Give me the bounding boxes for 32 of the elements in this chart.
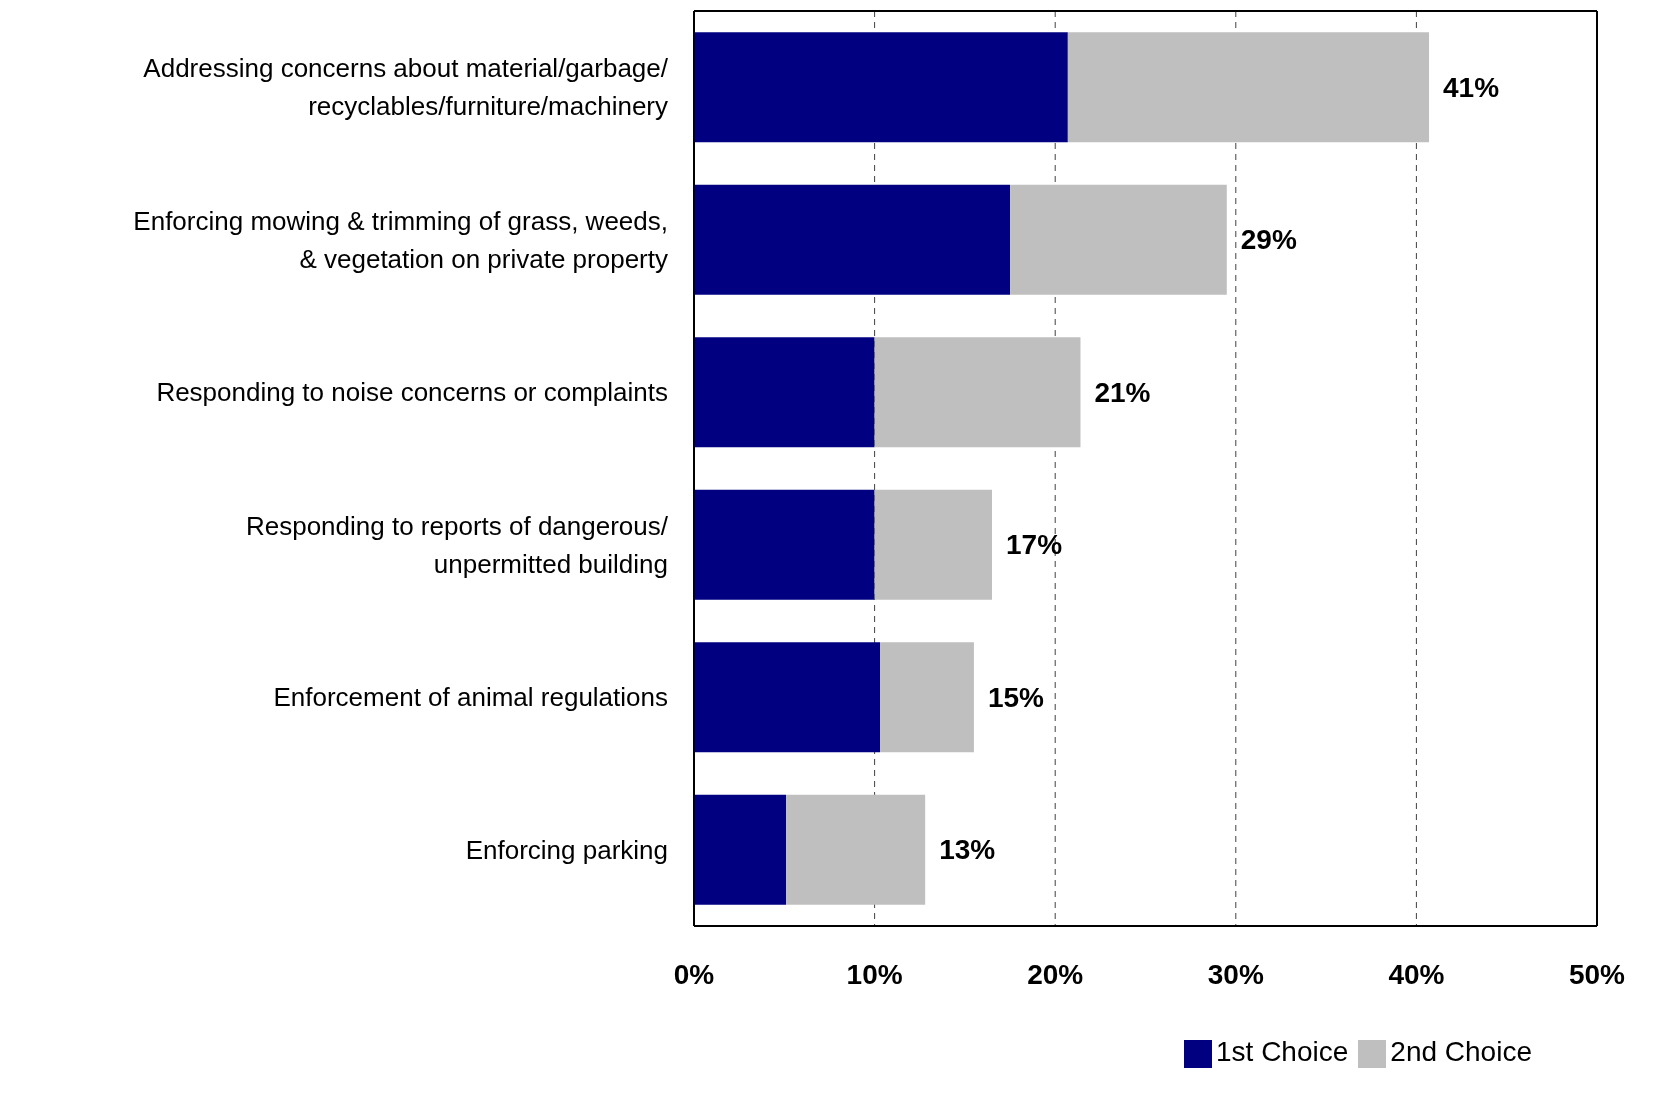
bar (694, 642, 881, 753)
y-tick-label: Enforcement of animal regulations (273, 682, 668, 713)
x-tick-label: 20% (1027, 958, 1084, 990)
bar (874, 337, 1081, 448)
bar (874, 489, 992, 600)
bar (694, 489, 875, 600)
bar (694, 184, 1011, 295)
x-tick-label: 30% (1207, 958, 1264, 990)
bar (694, 32, 1068, 143)
x-tick-label: 10% (846, 958, 903, 990)
total-label: 15% (987, 681, 1045, 713)
x-tick-label: 50% (1568, 958, 1626, 990)
y-tick-label: Enforcing mowing & trimming of grass, weeds, & vegetation on private property (133, 205, 668, 274)
bar (694, 794, 787, 905)
total-label: 13% (939, 834, 996, 866)
y-tick-label: Responding to reports of dangerous/unpermitted building (245, 510, 669, 579)
legend-label: 1st Choice (1216, 1036, 1349, 1067)
total-label: 17% (1005, 529, 1063, 561)
x-tick-label: 0% (673, 958, 715, 990)
bar (694, 337, 875, 448)
total-label: 21% (1094, 376, 1151, 408)
bar (880, 642, 974, 753)
y-tick-label: Responding to noise concerns or complaints (156, 377, 668, 408)
total-label: 41% (1443, 71, 1500, 103)
y-tick-label: Addressing concerns about material/garbage/recyclables/furniture/machinery (143, 53, 669, 122)
bar (1067, 32, 1430, 143)
bar (1010, 184, 1227, 295)
bar (786, 794, 926, 905)
legend-label: 2nd Choice (1390, 1036, 1532, 1067)
total-label: 29% (1240, 224, 1297, 256)
x-tick-label: 40% (1388, 958, 1445, 990)
y-tick-label: Enforcing parking (465, 834, 668, 865)
